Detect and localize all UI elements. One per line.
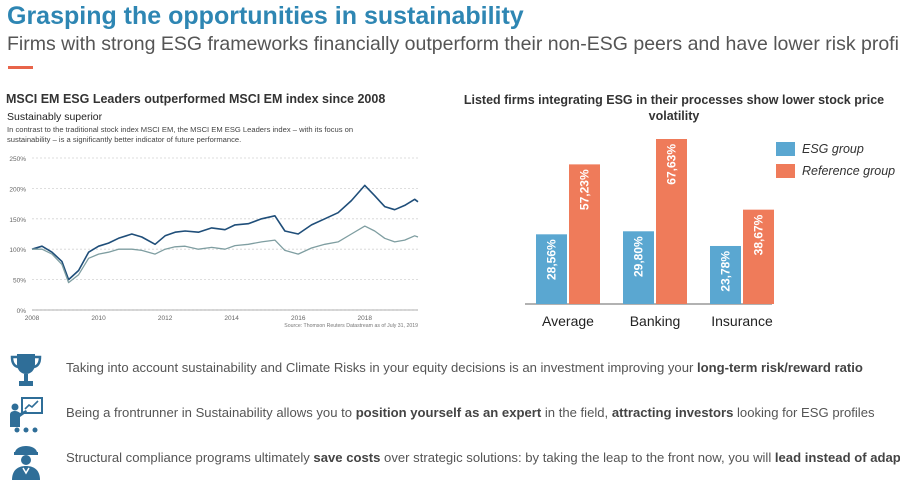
- bar: [743, 209, 774, 304]
- y-tick-label: 250%: [9, 156, 26, 163]
- legend-label-reference: Reference group: [802, 164, 896, 178]
- x-tick-label: 2008: [25, 315, 40, 322]
- series-line: [31, 184, 419, 281]
- x-tick-label: 2010: [91, 315, 106, 322]
- line-chart-description: In contrast to the traditional stock ind…: [7, 125, 354, 144]
- x-tick-label: 2014: [224, 315, 239, 322]
- bar: [536, 234, 567, 304]
- page-subtitle: Firms with strong ESG frameworks financi…: [7, 33, 900, 55]
- officer-icon: [8, 440, 44, 480]
- bar-value-label: 23,78%: [719, 251, 733, 292]
- bar-value-label: 67,63%: [665, 144, 679, 185]
- y-tick-label: 150%: [9, 217, 26, 224]
- bullet-item: Structural compliance programs ultimatel…: [0, 440, 900, 480]
- page-title: Grasping the opportunities in sustainabi…: [7, 2, 524, 30]
- category-label: Insurance: [711, 313, 773, 329]
- bullet-item: Being a frontrunner in Sustainability al…: [0, 395, 900, 435]
- bar-value-label: 29,80%: [632, 236, 646, 277]
- x-tick-label: 2012: [158, 315, 173, 322]
- y-tick-label: 200%: [9, 186, 26, 193]
- bar: [656, 139, 687, 304]
- title-accent-rule: [8, 66, 33, 69]
- bullet-text: Being a frontrunner in Sustainability al…: [66, 405, 875, 420]
- bullet-item: Taking into account sustainability and C…: [0, 350, 900, 390]
- legend-item-reference: Reference group: [776, 160, 895, 182]
- category-label: Average: [542, 313, 594, 329]
- x-tick-label: 2016: [291, 315, 306, 322]
- bullet-text: Taking into account sustainability and C…: [66, 360, 863, 375]
- series-line: [32, 225, 419, 284]
- legend-label-esg: ESG group: [802, 142, 864, 156]
- trophy-icon: [8, 350, 44, 390]
- bar-value-label: 57,23%: [578, 169, 592, 210]
- category-label: Banking: [630, 313, 681, 329]
- left-panel-heading: MSCI EM ESG Leaders outperformed MSCI EM…: [6, 92, 386, 106]
- line-chart: 0% 50% 100% 150% 200% 250% 2008 2010 2012 2014 201…: [9, 156, 419, 329]
- line-chart-title: Sustainably superior: [7, 111, 103, 123]
- bar-chart: 28,56% 57,23% Average 29,80% 67,63% Banking 23…: [525, 139, 774, 329]
- bar-chart-legend: ESG group Reference group: [776, 138, 895, 182]
- bar: [710, 245, 741, 304]
- x-tick-label: 2018: [358, 315, 373, 322]
- y-tick-label: 0%: [17, 308, 27, 315]
- bar-value-label: 28,56%: [545, 239, 559, 280]
- bar: [569, 164, 600, 304]
- bar: [623, 231, 654, 304]
- y-tick-label: 50%: [13, 278, 26, 285]
- legend-swatch-esg: [776, 142, 795, 156]
- bullet-text: Structural compliance programs ultimatel…: [66, 450, 900, 465]
- y-tick-label: 100%: [9, 247, 26, 254]
- right-panel-heading: Listed firms integrating ESG in their pr…: [463, 93, 885, 123]
- legend-item-esg: ESG group: [776, 138, 895, 160]
- legend-swatch-reference: [776, 164, 795, 178]
- presenter-icon: [8, 395, 44, 435]
- source-note: Source: Thomson Reuters Datastream as of…: [284, 323, 418, 329]
- bar-value-label: 38,67%: [752, 214, 766, 255]
